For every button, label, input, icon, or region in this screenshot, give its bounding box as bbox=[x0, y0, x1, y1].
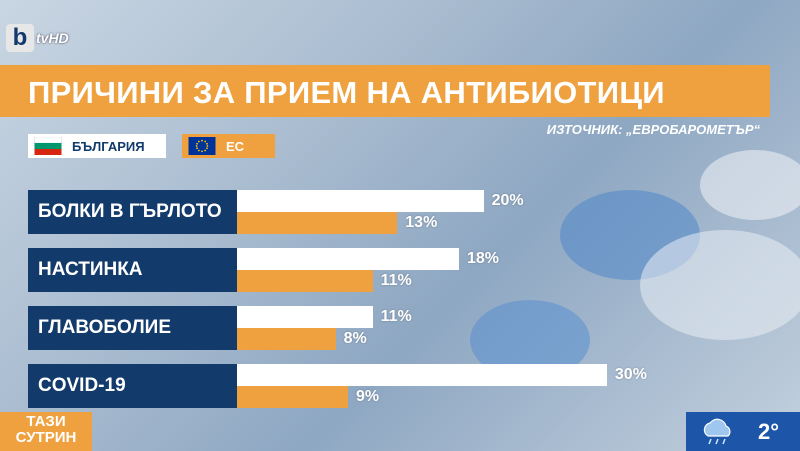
value-label-eu: 8% bbox=[343, 330, 367, 347]
value-label-bulgaria: 30% bbox=[614, 366, 647, 383]
background-pill bbox=[700, 150, 800, 220]
bar-eu bbox=[237, 270, 373, 292]
legend-eu: ЕС bbox=[182, 134, 275, 158]
bulgaria-flag-icon bbox=[34, 137, 62, 155]
value-label-bulgaria: 20% bbox=[491, 192, 524, 209]
logo-mark: b bbox=[6, 24, 34, 52]
title-bar: ПРИЧИНИ ЗА ПРИЕМ НА АНТИБИОТИЦИ bbox=[0, 65, 770, 117]
bar-eu bbox=[237, 328, 336, 350]
source-label: ИЗТОЧНИК: „ЕВРОБАРОМЕТЪР“ bbox=[546, 122, 760, 137]
value-label-eu: 9% bbox=[355, 388, 380, 405]
category-label: БОЛКИ В ГЪРЛОТО bbox=[28, 190, 237, 234]
ticker-line-2: СУТРИН bbox=[15, 429, 77, 446]
channel-logo: b tvHD bbox=[6, 24, 69, 52]
category-label: COVID-19 bbox=[28, 364, 237, 408]
value-label-eu: 11% bbox=[380, 272, 412, 289]
value-label-bulgaria: 11% bbox=[380, 308, 412, 325]
bar-eu bbox=[237, 386, 348, 408]
bar-bulgaria bbox=[237, 306, 373, 328]
eu-flag-icon bbox=[188, 137, 216, 155]
bar-eu bbox=[237, 212, 398, 234]
value-label-bulgaria: 18% bbox=[466, 250, 499, 267]
cloud-rain-icon bbox=[703, 418, 731, 444]
bar-bulgaria bbox=[237, 190, 484, 212]
ticker-line-1: ТАЗИ bbox=[26, 413, 66, 430]
bar-bulgaria bbox=[237, 248, 459, 270]
legend-label-eu: ЕС bbox=[226, 138, 245, 154]
bar-bulgaria bbox=[237, 364, 607, 386]
legend-bulgaria: БЪЛГАРИЯ bbox=[28, 134, 166, 158]
background-pill bbox=[640, 230, 800, 340]
value-label-eu: 13% bbox=[405, 214, 438, 231]
ticker-label: ТАЗИ СУТРИН bbox=[0, 412, 92, 451]
temperature: 2° bbox=[758, 418, 780, 444]
logo-text: tvHD bbox=[36, 30, 69, 46]
category-label: ГЛАВОБОЛИЕ bbox=[28, 306, 237, 350]
chart-title: ПРИЧИНИ ЗА ПРИЕМ НА АНТИБИОТИЦИ bbox=[28, 75, 665, 110]
legend-label-bulgaria: БЪЛГАРИЯ bbox=[72, 138, 145, 154]
category-label: НАСТИНКА bbox=[28, 248, 237, 292]
weather-widget: 2° bbox=[686, 412, 800, 451]
